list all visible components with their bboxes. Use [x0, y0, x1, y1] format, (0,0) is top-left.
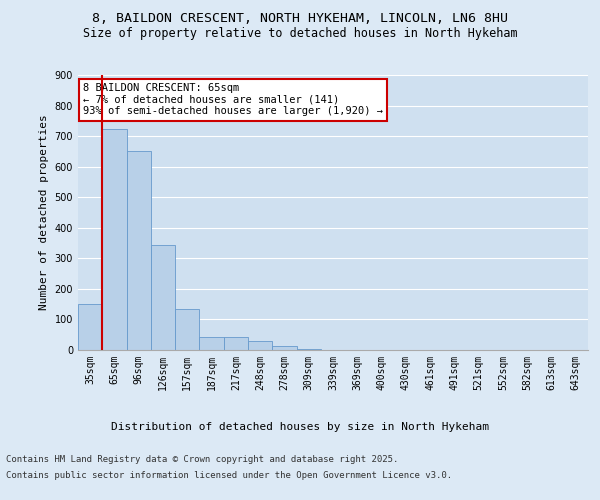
Bar — [151, 245, 175, 350]
Bar — [127, 152, 151, 350]
Y-axis label: Number of detached properties: Number of detached properties — [39, 114, 49, 310]
Bar — [296, 349, 321, 350]
Bar — [272, 346, 296, 350]
Bar — [78, 304, 102, 350]
Text: Contains HM Land Registry data © Crown copyright and database right 2025.: Contains HM Land Registry data © Crown c… — [6, 456, 398, 464]
Text: 8 BAILDON CRESCENT: 65sqm
← 7% of detached houses are smaller (141)
93% of semi-: 8 BAILDON CRESCENT: 65sqm ← 7% of detach… — [83, 83, 383, 116]
Text: Contains public sector information licensed under the Open Government Licence v3: Contains public sector information licen… — [6, 470, 452, 480]
Text: Distribution of detached houses by size in North Hykeham: Distribution of detached houses by size … — [111, 422, 489, 432]
Bar — [224, 338, 248, 350]
Bar — [248, 341, 272, 350]
Text: 8, BAILDON CRESCENT, NORTH HYKEHAM, LINCOLN, LN6 8HU: 8, BAILDON CRESCENT, NORTH HYKEHAM, LINC… — [92, 12, 508, 26]
Bar — [175, 310, 199, 350]
Text: Size of property relative to detached houses in North Hykeham: Size of property relative to detached ho… — [83, 28, 517, 40]
Bar — [102, 129, 127, 350]
Bar — [199, 336, 224, 350]
